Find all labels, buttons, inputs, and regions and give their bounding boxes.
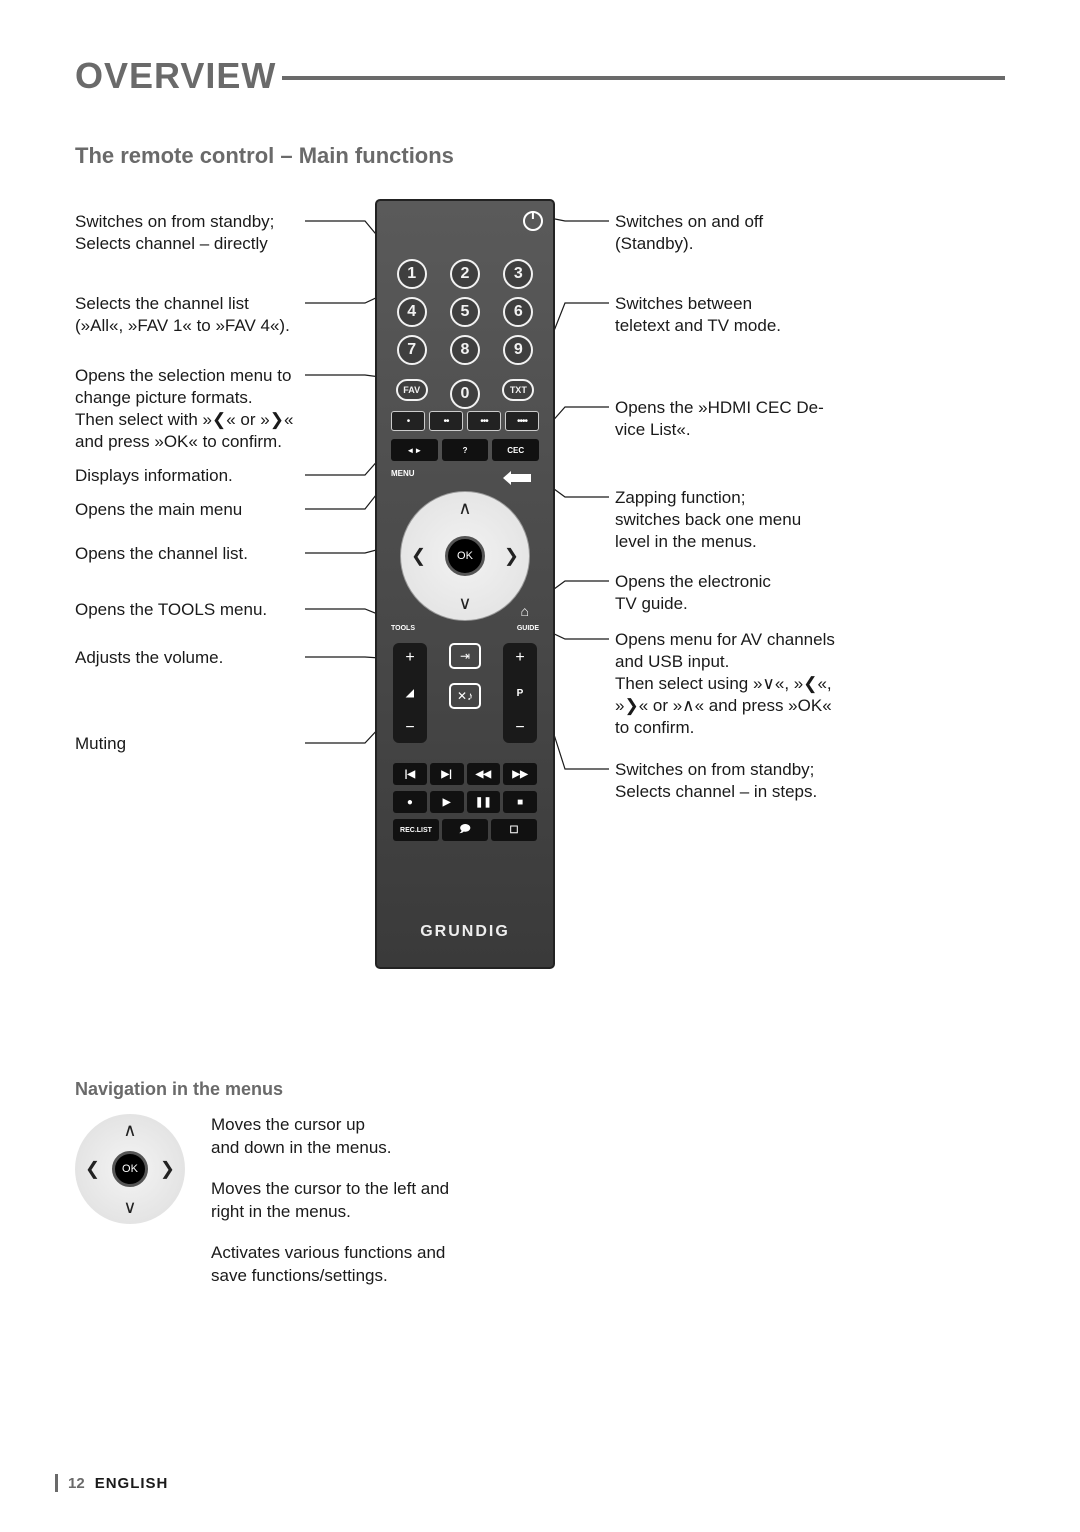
color-green: •• — [429, 411, 463, 431]
power-icon — [523, 211, 543, 236]
fav-button: FAV — [396, 379, 428, 401]
ok-button-small: OK — [112, 1151, 148, 1187]
navigation-section: Navigation in the menus ∧ ∨ ❮ ❯ OK Moves… — [75, 1079, 1005, 1288]
nav-pad-small: ∧ ∨ ❮ ❯ OK — [75, 1114, 185, 1224]
menu-label: MENU — [391, 469, 415, 478]
number-2: 2 — [450, 259, 480, 289]
info-tab: ? — [442, 439, 489, 461]
mute-button: ✕♪ — [449, 683, 481, 709]
callout-right-3: Zapping function;switches back one menul… — [615, 487, 915, 553]
back-arrow-icon — [503, 471, 533, 485]
number-7: 7 — [397, 335, 427, 365]
number-1: 1 — [397, 259, 427, 289]
callout-right-5: Opens menu for AV channelsand USB input.… — [615, 629, 915, 739]
callout-left-2: Opens the selection menu tochange pictur… — [75, 365, 305, 453]
chevron-left-icon: ❮ — [85, 1159, 100, 1180]
chevron-down-icon: ∨ — [458, 593, 471, 614]
txt-button: TXT — [502, 379, 534, 401]
nav-heading: Navigation in the menus — [75, 1079, 1005, 1100]
color-blue: •••• — [505, 411, 539, 431]
guide-label: GUIDE — [517, 625, 539, 632]
nav-text-updown: Moves the cursor upand down in the menus… — [211, 1114, 449, 1160]
subtitle: The remote control – Main functions — [75, 143, 1005, 169]
title-rule — [282, 76, 1005, 80]
nav-pad: ∧ ∨ ❮ ❯ OK — [400, 491, 530, 621]
callout-right-2: Opens the »HDMI CEC De-vice List«. — [615, 397, 915, 441]
nav-text-ok: Activates various functions andsave func… — [211, 1242, 449, 1288]
brand-label: GRUNDIG — [385, 923, 545, 941]
remote-diagram: Switches on from standby;Selects channel… — [75, 199, 1005, 1019]
chevron-down-icon: ∨ — [123, 1197, 136, 1218]
color-yellow: ••• — [467, 411, 501, 431]
number-0: 0 — [450, 379, 480, 409]
page-language: ENGLISH — [95, 1475, 169, 1492]
callout-right-6: Switches on from standby;Selects channel… — [615, 759, 915, 803]
media-row-3: REC.LIST🗩☐ — [393, 819, 537, 841]
callout-left-0: Switches on from standby;Selects channel… — [75, 211, 305, 255]
number-9: 9 — [503, 335, 533, 365]
page-footer: 12 ENGLISH — [55, 1474, 168, 1492]
callout-left-3: Displays information. — [75, 465, 305, 487]
number-grid: 123 456 789 — [385, 259, 545, 365]
page-number: 12 — [68, 1475, 85, 1492]
fav-row: FAV 0 TXT — [385, 379, 545, 409]
number-4: 4 — [397, 297, 427, 327]
number-5: 5 — [450, 297, 480, 327]
chevron-up-icon: ∧ — [458, 498, 471, 519]
media-row-1: |◀▶|◀◀▶▶ — [393, 763, 537, 785]
remote-body: 123 456 789 FAV 0 TXT • •• ••• •••• ◄► ? C… — [375, 199, 555, 969]
program-rocker: +P− — [503, 643, 537, 743]
callout-left-4: Opens the main menu — [75, 499, 305, 521]
number-6: 6 — [503, 297, 533, 327]
home-icon: ⌂ — [521, 603, 529, 619]
volume-rocker: +◢− — [393, 643, 427, 743]
callout-right-4: Opens the electronicTV guide. — [615, 571, 915, 615]
callout-left-1: Selects the channel list(»All«, »FAV 1« … — [75, 293, 305, 337]
nav-text-leftright: Moves the cursor to the left andright in… — [211, 1178, 449, 1224]
callout-left-5: Opens the channel list. — [75, 543, 305, 565]
chevron-up-icon: ∧ — [123, 1120, 136, 1141]
format-tab: ◄► — [391, 439, 438, 461]
number-8: 8 — [450, 335, 480, 365]
callout-right-1: Switches betweenteletext and TV mode. — [615, 293, 915, 337]
media-row-2: ●▶❚❚■ — [393, 791, 537, 813]
callout-left-8: Muting — [75, 733, 305, 755]
chevron-right-icon: ❯ — [160, 1159, 175, 1180]
tab-row: ◄► ? CEC — [391, 439, 539, 461]
callout-left-7: Adjusts the volume. — [75, 647, 305, 669]
ok-button: OK — [445, 536, 485, 576]
tools-label: TOOLS — [391, 625, 415, 632]
chevron-right-icon: ❯ — [504, 546, 519, 567]
callout-right-0: Switches on and off(Standby). — [615, 211, 915, 255]
color-red: • — [391, 411, 425, 431]
source-button: ⇥ — [449, 643, 481, 669]
cec-tab: CEC — [492, 439, 539, 461]
chevron-left-icon: ❮ — [411, 546, 426, 567]
color-row: • •• ••• •••• — [391, 411, 539, 431]
callout-left-6: Opens the TOOLS menu. — [75, 599, 305, 621]
number-3: 3 — [503, 259, 533, 289]
page-title: OVERVIEW — [75, 55, 276, 97]
